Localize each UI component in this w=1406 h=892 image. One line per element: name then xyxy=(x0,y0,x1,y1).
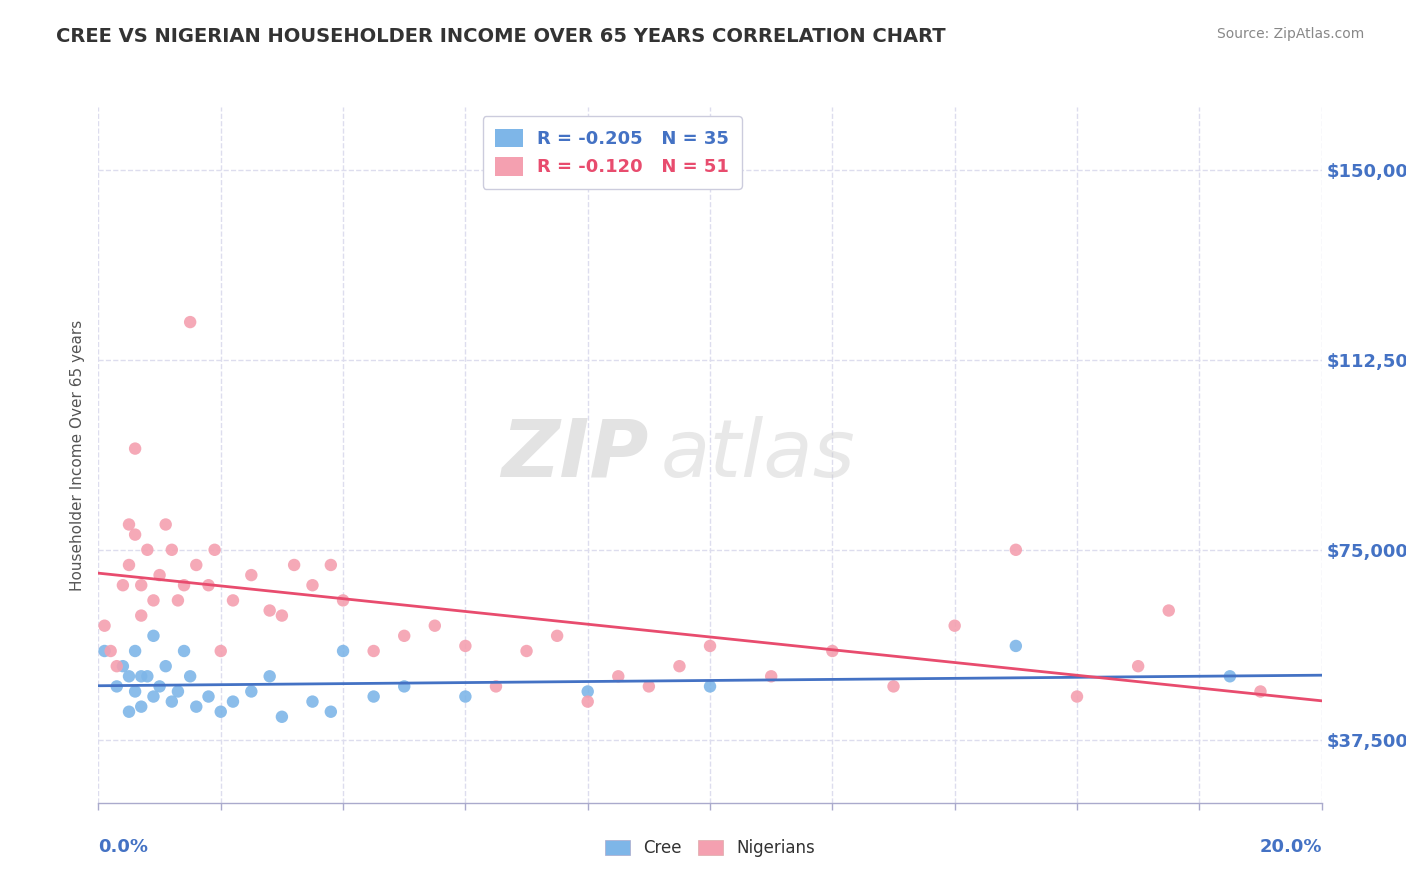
Point xyxy=(259,603,281,617)
Point xyxy=(637,680,661,694)
Point xyxy=(105,680,128,694)
Point xyxy=(136,669,159,683)
Point xyxy=(1004,639,1026,653)
Point xyxy=(883,680,905,694)
Point xyxy=(576,695,599,709)
Point xyxy=(319,558,342,572)
Point xyxy=(759,669,782,683)
Point xyxy=(173,578,195,592)
Legend: Cree, Nigerians: Cree, Nigerians xyxy=(598,833,823,864)
Point xyxy=(118,669,141,683)
Point xyxy=(332,644,354,658)
Point xyxy=(699,680,721,694)
Point xyxy=(142,629,165,643)
Point xyxy=(222,695,245,709)
Point xyxy=(118,558,141,572)
Point xyxy=(821,644,844,658)
Point xyxy=(118,705,141,719)
Point xyxy=(129,578,152,592)
Y-axis label: Householder Income Over 65 years: Householder Income Over 65 years xyxy=(69,319,84,591)
Point xyxy=(186,558,208,572)
Point xyxy=(454,690,477,704)
Point xyxy=(240,568,263,582)
Point xyxy=(160,695,183,709)
Point xyxy=(943,618,966,632)
Point xyxy=(142,690,165,704)
Point xyxy=(155,517,177,532)
Point xyxy=(111,578,134,592)
Point xyxy=(149,680,172,694)
Point xyxy=(93,644,115,658)
Point xyxy=(576,684,599,698)
Point xyxy=(1157,603,1180,617)
Point xyxy=(209,705,232,719)
Point xyxy=(129,608,152,623)
Point xyxy=(124,527,146,541)
Text: CREE VS NIGERIAN HOUSEHOLDER INCOME OVER 65 YEARS CORRELATION CHART: CREE VS NIGERIAN HOUSEHOLDER INCOME OVER… xyxy=(56,27,946,45)
Point xyxy=(167,593,190,607)
Point xyxy=(363,690,385,704)
Point xyxy=(607,669,630,683)
Point xyxy=(222,593,245,607)
Point xyxy=(516,644,538,658)
Point xyxy=(699,639,721,653)
Text: 20.0%: 20.0% xyxy=(1260,838,1322,855)
Point xyxy=(392,680,416,694)
Point xyxy=(142,593,165,607)
Point xyxy=(124,442,146,456)
Text: Source: ZipAtlas.com: Source: ZipAtlas.com xyxy=(1216,27,1364,41)
Text: atlas: atlas xyxy=(661,416,856,494)
Point xyxy=(118,517,141,532)
Point xyxy=(129,699,152,714)
Point xyxy=(240,684,263,698)
Point xyxy=(124,684,146,698)
Point xyxy=(546,629,568,643)
Point xyxy=(485,680,508,694)
Point xyxy=(283,558,305,572)
Point xyxy=(209,644,232,658)
Point xyxy=(136,542,159,557)
Point xyxy=(160,542,183,557)
Point xyxy=(454,639,477,653)
Point xyxy=(1066,690,1088,704)
Text: ZIP: ZIP xyxy=(502,416,648,494)
Point xyxy=(186,699,208,714)
Point xyxy=(423,618,446,632)
Point xyxy=(204,542,226,557)
Point xyxy=(155,659,177,673)
Point xyxy=(1219,669,1241,683)
Point xyxy=(173,644,195,658)
Text: 0.0%: 0.0% xyxy=(98,838,149,855)
Point xyxy=(105,659,128,673)
Point xyxy=(149,568,172,582)
Point xyxy=(270,710,292,724)
Point xyxy=(1128,659,1150,673)
Point xyxy=(124,644,146,658)
Point xyxy=(1249,684,1271,698)
Point xyxy=(93,618,115,632)
Point xyxy=(197,578,219,592)
Point xyxy=(301,695,323,709)
Point xyxy=(301,578,323,592)
Point xyxy=(179,669,201,683)
Point xyxy=(392,629,416,643)
Point xyxy=(1004,542,1026,557)
Point xyxy=(111,659,134,673)
Point xyxy=(179,315,201,329)
Point xyxy=(197,690,219,704)
Point xyxy=(363,644,385,658)
Point xyxy=(167,684,190,698)
Point xyxy=(668,659,690,673)
Point xyxy=(129,669,152,683)
Point xyxy=(319,705,342,719)
Point xyxy=(259,669,281,683)
Point xyxy=(270,608,292,623)
Point xyxy=(332,593,354,607)
Point xyxy=(100,644,122,658)
